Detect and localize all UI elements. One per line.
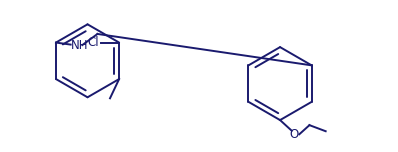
Text: Cl: Cl (87, 36, 99, 49)
Text: O: O (290, 128, 299, 141)
Text: NH: NH (71, 39, 89, 52)
